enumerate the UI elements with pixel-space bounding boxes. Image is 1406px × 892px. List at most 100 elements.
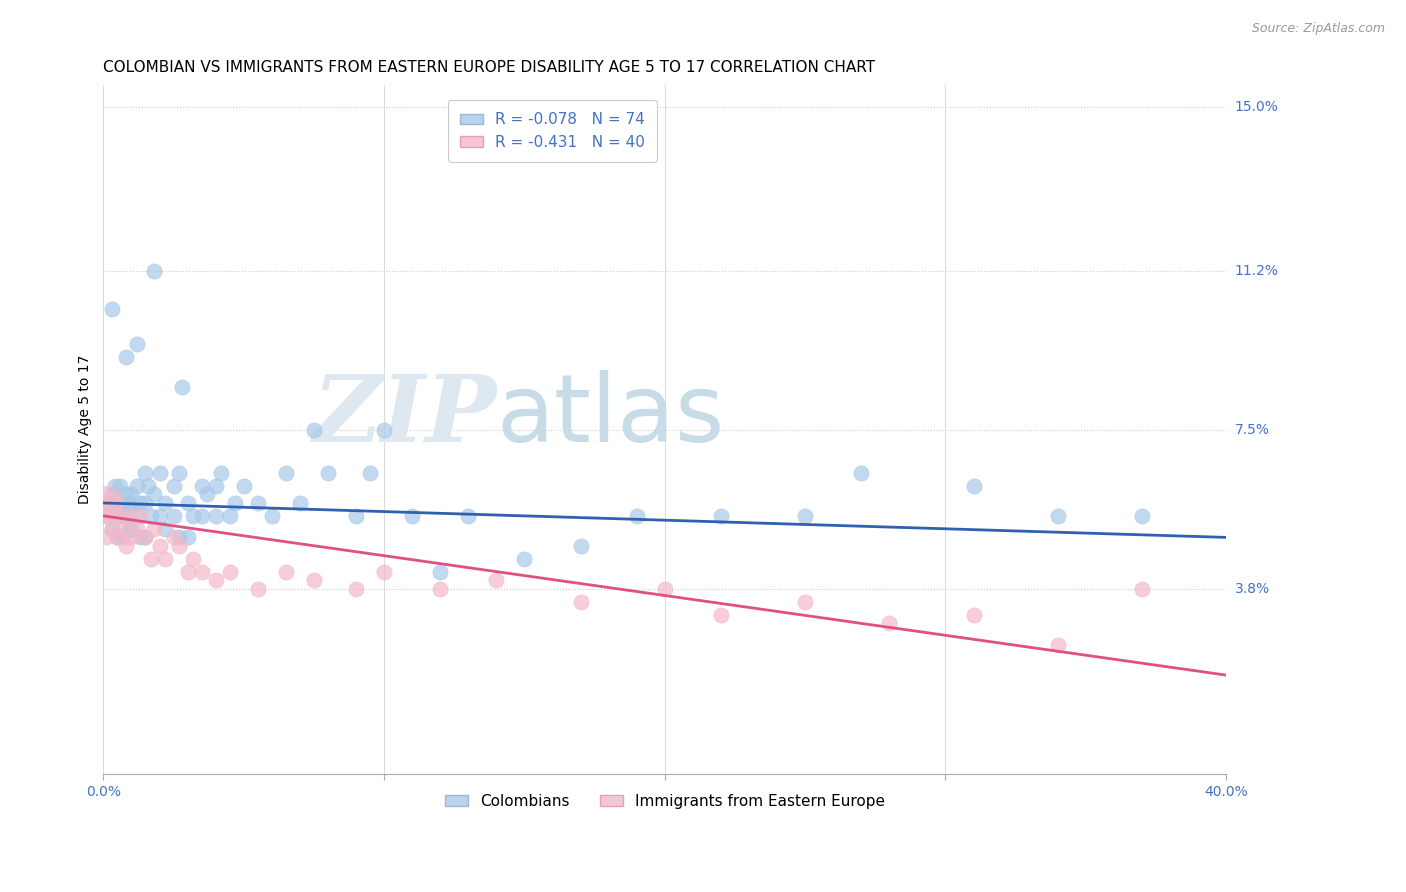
Point (134, 530, 156, 544)
Point (176, 565, 198, 579)
Point (170, 380, 193, 394)
Point (879, 616, 901, 631)
Point (104, 496, 127, 510)
Point (107, 530, 129, 544)
Point (148, 466, 170, 480)
Point (485, 574, 508, 588)
Point (626, 508, 648, 523)
Point (288, 496, 311, 510)
Point (153, 496, 176, 510)
Point (1130, 508, 1153, 523)
Point (246, 496, 269, 510)
Point (176, 496, 198, 510)
Text: 7.5%: 7.5% (1234, 423, 1270, 437)
Point (429, 565, 451, 579)
Point (274, 565, 297, 579)
Point (125, 336, 148, 351)
Point (513, 552, 536, 566)
Point (167, 530, 190, 544)
Point (142, 487, 165, 501)
Point (218, 565, 240, 579)
Point (115, 487, 138, 501)
Point (142, 263, 165, 277)
Point (851, 466, 873, 480)
Point (794, 595, 817, 609)
Point (181, 508, 204, 523)
Point (128, 496, 150, 510)
Point (120, 530, 142, 544)
Point (101, 522, 124, 536)
Point (120, 500, 142, 515)
Point (125, 508, 148, 523)
Point (112, 496, 135, 510)
Point (96, 530, 118, 544)
Point (344, 508, 367, 523)
Point (302, 423, 325, 437)
Point (107, 530, 129, 544)
Point (204, 574, 226, 588)
Point (569, 539, 592, 553)
Point (569, 595, 592, 609)
Point (120, 522, 142, 536)
Point (204, 508, 226, 523)
Y-axis label: Disability Age 5 to 17: Disability Age 5 to 17 (79, 355, 93, 505)
Point (115, 350, 138, 364)
Point (429, 582, 451, 596)
Point (316, 466, 339, 480)
Point (98, 508, 121, 523)
Point (139, 508, 162, 523)
Point (162, 508, 184, 523)
Point (373, 565, 395, 579)
Point (101, 302, 124, 317)
Point (148, 539, 170, 553)
Point (190, 565, 212, 579)
Point (224, 496, 246, 510)
Text: 3.8%: 3.8% (1234, 582, 1270, 596)
Point (167, 466, 190, 480)
Point (115, 539, 138, 553)
Point (110, 508, 132, 523)
Point (962, 607, 984, 622)
Point (710, 508, 733, 523)
Point (209, 466, 232, 480)
Text: 15.0%: 15.0% (1234, 100, 1278, 114)
Point (167, 539, 190, 553)
Point (1046, 638, 1069, 652)
Point (110, 479, 132, 493)
Point (373, 423, 395, 437)
Point (115, 508, 138, 523)
Point (153, 522, 176, 536)
Point (110, 508, 132, 523)
Point (190, 508, 212, 523)
Point (162, 479, 184, 493)
Point (710, 607, 733, 622)
Point (136, 479, 159, 493)
Point (139, 552, 162, 566)
Point (134, 530, 156, 544)
Point (125, 522, 148, 536)
Point (117, 496, 139, 510)
Point (246, 582, 269, 596)
Point (654, 582, 676, 596)
Point (117, 508, 139, 523)
Point (134, 466, 156, 480)
Point (302, 574, 325, 588)
Point (128, 508, 150, 523)
Point (176, 530, 198, 544)
Point (96, 496, 118, 510)
Point (107, 500, 129, 515)
Point (112, 530, 135, 544)
Point (112, 522, 135, 536)
Point (101, 522, 124, 536)
Point (120, 487, 142, 501)
Point (457, 508, 479, 523)
Point (96, 508, 118, 523)
Point (794, 508, 817, 523)
Text: COLOMBIAN VS IMMIGRANTS FROM EASTERN EUROPE DISABILITY AGE 5 TO 17 CORRELATION C: COLOMBIAN VS IMMIGRANTS FROM EASTERN EUR… (104, 60, 876, 75)
Point (274, 466, 297, 480)
Text: 11.2%: 11.2% (1234, 263, 1278, 277)
Point (190, 479, 212, 493)
Point (401, 508, 423, 523)
Point (98, 496, 121, 510)
Point (125, 479, 148, 493)
